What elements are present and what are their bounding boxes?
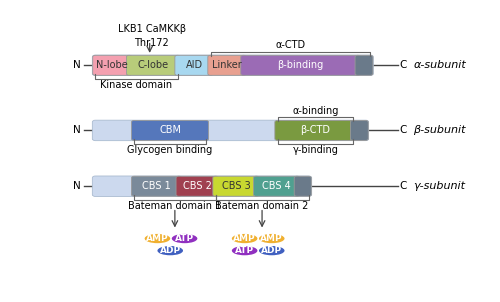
Text: AMP: AMP [234, 234, 256, 243]
Text: AID: AID [186, 60, 202, 70]
Text: C: C [400, 60, 407, 70]
Text: CBS 3: CBS 3 [222, 181, 250, 191]
Text: CBS 1: CBS 1 [142, 181, 171, 191]
Text: Thr172: Thr172 [134, 38, 169, 48]
Text: C-lobe: C-lobe [138, 60, 169, 70]
Text: β-CTD: β-CTD [300, 125, 330, 135]
Text: Bateman domain 1: Bateman domain 1 [128, 201, 222, 211]
Ellipse shape [232, 246, 258, 255]
FancyBboxPatch shape [132, 176, 182, 196]
Ellipse shape [259, 246, 284, 255]
Text: C: C [400, 181, 407, 191]
FancyBboxPatch shape [92, 120, 368, 141]
FancyBboxPatch shape [176, 176, 218, 196]
Ellipse shape [172, 234, 198, 243]
Text: CBS 2: CBS 2 [182, 181, 212, 191]
Ellipse shape [144, 234, 170, 243]
FancyBboxPatch shape [275, 120, 356, 140]
FancyBboxPatch shape [241, 55, 360, 75]
Text: Kinase domain: Kinase domain [100, 80, 172, 90]
FancyBboxPatch shape [92, 55, 132, 75]
Text: Bateman domain 2: Bateman domain 2 [216, 201, 309, 211]
Text: N: N [73, 60, 80, 70]
Text: γ-subunit: γ-subunit [413, 181, 465, 191]
Text: CBM: CBM [159, 125, 181, 135]
Text: AMP: AMP [146, 234, 169, 243]
Text: LKB1 CaMKKβ: LKB1 CaMKKβ [118, 24, 186, 34]
Text: ATP: ATP [235, 246, 254, 255]
Ellipse shape [232, 234, 258, 243]
FancyBboxPatch shape [355, 55, 373, 75]
Text: α-CTD: α-CTD [276, 40, 306, 50]
FancyBboxPatch shape [294, 176, 312, 196]
Ellipse shape [158, 246, 183, 255]
Text: N: N [73, 181, 80, 191]
FancyBboxPatch shape [254, 176, 300, 196]
Text: C: C [400, 125, 407, 135]
FancyBboxPatch shape [92, 176, 312, 197]
Ellipse shape [259, 234, 284, 243]
FancyBboxPatch shape [175, 55, 213, 75]
Text: α-subunit: α-subunit [413, 60, 466, 70]
FancyBboxPatch shape [126, 55, 180, 75]
FancyBboxPatch shape [92, 55, 374, 76]
FancyBboxPatch shape [213, 176, 259, 196]
FancyBboxPatch shape [208, 55, 246, 75]
Text: β-subunit: β-subunit [413, 125, 466, 135]
Text: Linker: Linker [212, 60, 242, 70]
Text: ADP: ADP [160, 246, 181, 255]
Text: ATP: ATP [175, 234, 194, 243]
Text: γ-binding: γ-binding [292, 145, 339, 155]
FancyBboxPatch shape [132, 120, 208, 140]
Text: Glycogen binding: Glycogen binding [128, 145, 212, 155]
Text: β-binding: β-binding [278, 60, 324, 70]
Text: AMP: AMP [260, 234, 283, 243]
Text: N-lobe: N-lobe [96, 60, 128, 70]
Text: ADP: ADP [261, 246, 282, 255]
Text: CBS 4: CBS 4 [262, 181, 291, 191]
Text: α-binding: α-binding [292, 105, 339, 116]
FancyBboxPatch shape [350, 120, 368, 140]
Text: N: N [73, 125, 80, 135]
